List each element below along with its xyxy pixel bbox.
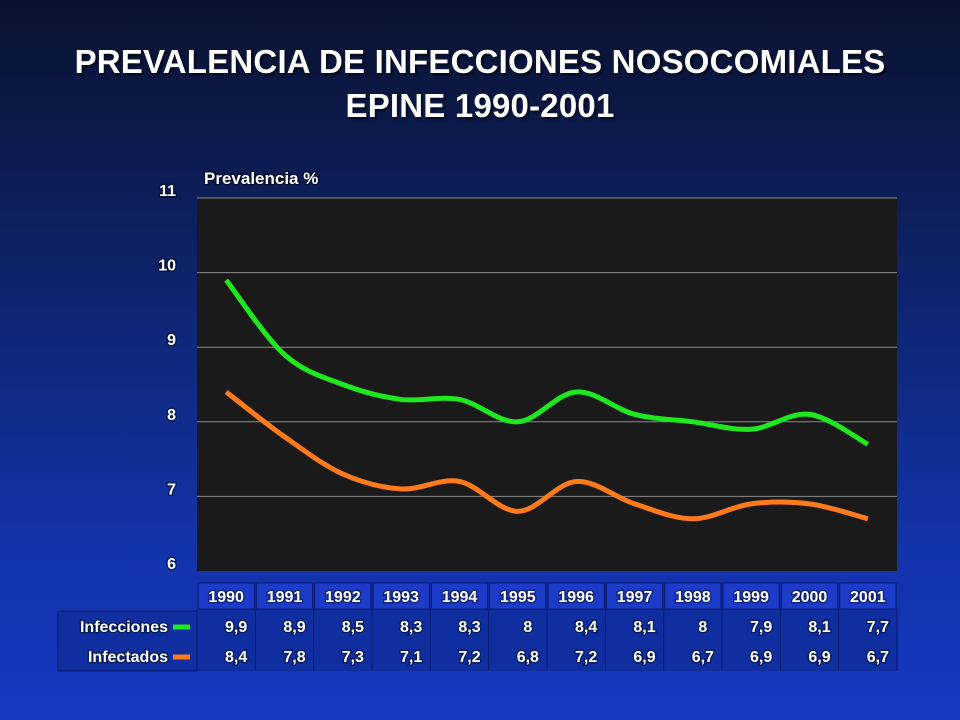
x-category-label: 1994	[442, 589, 478, 606]
y-tick-label: 7	[167, 481, 176, 498]
chart-title-line1: PREVALENCIA DE INFECCIONES NOSOCOMIALES	[74, 43, 886, 80]
y-axis-label: Prevalencia %	[204, 169, 318, 188]
x-category-label: 2000	[792, 589, 828, 606]
data-value-label: 8,5	[342, 619, 364, 636]
data-value-label: 7,2	[575, 649, 597, 666]
table-header-cell	[780, 582, 839, 610]
data-value-label: 8,4	[225, 649, 247, 666]
x-category-label: 1999	[733, 589, 769, 606]
data-value-label: 7,3	[342, 649, 364, 666]
data-value-label: 7,2	[458, 649, 480, 666]
data-value-label: 7,7	[867, 619, 889, 636]
y-tick-label: 8	[167, 407, 176, 424]
x-category-label: 1998	[675, 589, 711, 606]
data-value-label: 6,8	[517, 649, 539, 666]
x-category-label: 1996	[558, 589, 594, 606]
table-header-cell	[372, 582, 430, 610]
chart-title-line2: EPINE 1990-2001	[345, 87, 615, 124]
data-value-label: 8,4	[575, 619, 597, 636]
table-header-cell	[839, 582, 897, 610]
data-value-label: 7,9	[750, 619, 772, 636]
data-value-label: 8,1	[808, 619, 830, 636]
data-value-label: 7,1	[400, 649, 422, 666]
data-value-label: 6,9	[808, 649, 830, 666]
table-header-cell	[430, 582, 489, 610]
y-tick-label: 11	[159, 183, 176, 200]
y-tick-label: 10	[158, 258, 176, 275]
data-value-label: 6,7	[867, 649, 889, 666]
y-tick-label: 9	[167, 332, 176, 349]
x-category-label: 1990	[208, 589, 244, 606]
x-category-label: 1997	[617, 589, 653, 606]
table-header-cell	[664, 582, 722, 610]
x-category-label: 2001	[850, 589, 886, 606]
x-category-label: 1992	[325, 589, 361, 606]
plot-area	[197, 198, 897, 571]
table-header-cell	[489, 582, 547, 610]
table-header-cell	[722, 582, 780, 610]
legend-box	[57, 610, 198, 672]
data-value-label: 6,9	[633, 649, 655, 666]
table-header-cell	[255, 582, 314, 610]
series-line-infecciones	[224, 278, 870, 447]
table-header-cell	[197, 582, 255, 610]
data-value-label: 9,9	[225, 619, 247, 636]
data-value-label: 8,9	[283, 619, 305, 636]
table-header-cell	[314, 582, 372, 610]
legend-entry-infectados: Infectados	[88, 649, 168, 666]
x-category-label: 1993	[383, 589, 419, 606]
data-value-label: 6,9	[750, 649, 772, 666]
data-value-label: 8,1	[633, 619, 655, 636]
data-value-label: 7,8	[283, 649, 305, 666]
table-header-cell	[547, 582, 605, 610]
table-header-cell	[605, 582, 664, 610]
legend-entry-infecciones: Infecciones	[80, 619, 168, 636]
data-value-label: 6,7	[692, 649, 714, 666]
x-category-label: 1995	[500, 589, 536, 606]
y-tick-label: 6	[167, 556, 176, 573]
data-value-label: 8,3	[458, 619, 480, 636]
data-value-label: 8,3	[400, 619, 422, 636]
data-value-label: 8	[698, 619, 707, 636]
x-category-label: 1991	[267, 589, 303, 606]
data-value-label: 8	[523, 619, 532, 636]
